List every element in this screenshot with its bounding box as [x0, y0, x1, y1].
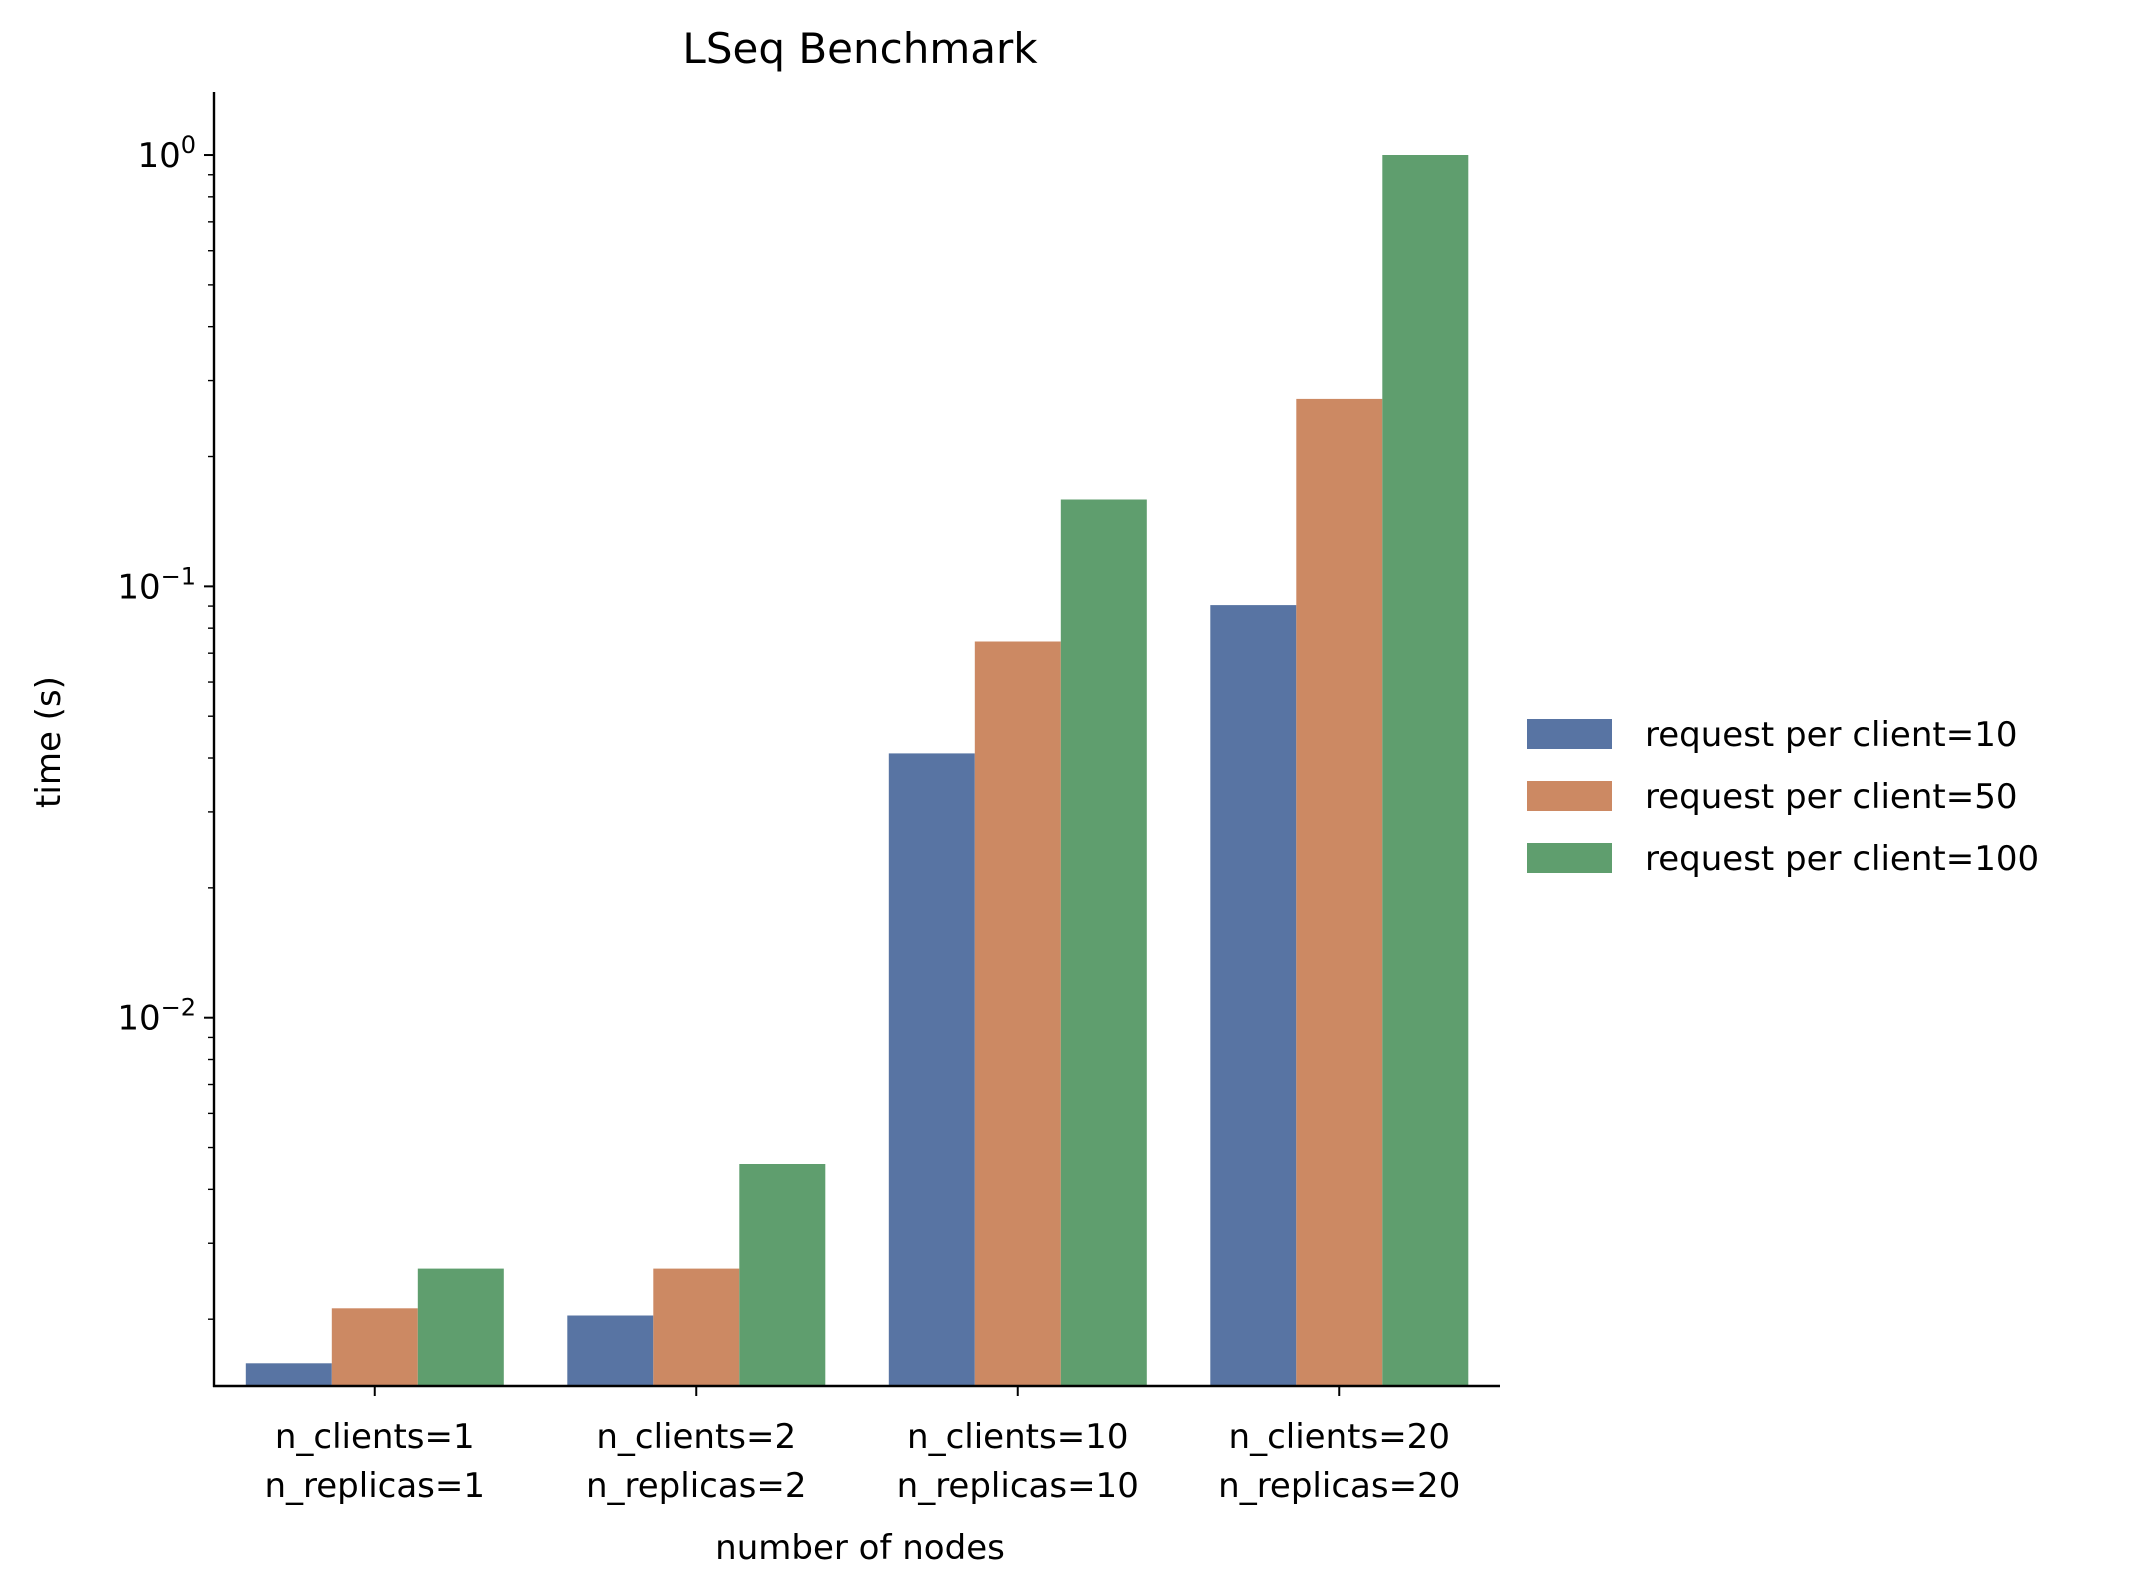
x-tick-label: n_replicas=2: [586, 1466, 807, 1506]
legend-label: request per client=10: [1645, 715, 2017, 755]
x-tick-label: n_clients=1: [275, 1417, 475, 1457]
y-tick-base: 10: [117, 567, 160, 607]
x-tick-label: n_clients=10: [907, 1417, 1128, 1457]
legend-label: request per client=50: [1645, 777, 2017, 817]
x-tick-label: n_clients=2: [596, 1417, 796, 1457]
bar-series-3-cat-2: [739, 1164, 826, 1386]
x-tick-label: n_clients=20: [1229, 1417, 1450, 1457]
y-tick-exponent: −2: [161, 994, 196, 1022]
x-tick-label: n_replicas=20: [1218, 1466, 1460, 1506]
x-axis: n_clients=1 n_replicas=1 n_clients=2 n_repl…: [213, 1384, 1500, 1506]
chart-title: LSeq Benchmark: [682, 24, 1038, 73]
bar-series-1-cat-1: [245, 1363, 332, 1386]
bar-series-2-cat-4: [1296, 398, 1383, 1386]
x-tick-label: n_replicas=1: [264, 1466, 485, 1506]
x-tick-label: n_replicas=10: [897, 1466, 1139, 1506]
bar-series-3-cat-3: [1060, 499, 1147, 1386]
legend-swatch: [1527, 843, 1612, 873]
bar-series-1-cat-4: [1210, 605, 1297, 1386]
y-tick-label: 10−2: [117, 994, 196, 1039]
bar-series-1-cat-3: [888, 753, 975, 1386]
legend: request per client=10 request per client=…: [1527, 715, 2039, 879]
x-axis-label: number of nodes: [715, 1528, 1005, 1568]
bar-series-3-cat-4: [1382, 155, 1469, 1386]
plot-area: [245, 155, 1469, 1386]
y-tick-label: 100: [137, 131, 196, 176]
y-tick-exponent: −1: [161, 562, 196, 590]
bar-series-1-cat-2: [567, 1315, 654, 1386]
y-tick-exponent: 0: [181, 131, 196, 159]
y-tick-base: 10: [117, 999, 160, 1039]
legend-swatch: [1527, 719, 1612, 749]
y-tick-base: 10: [137, 136, 180, 176]
bar-series-2-cat-2: [653, 1268, 740, 1386]
legend-swatch: [1527, 781, 1612, 811]
bar-series-2-cat-3: [974, 641, 1061, 1386]
y-axis-label: time (s): [29, 676, 69, 808]
legend-label: request per client=100: [1645, 839, 2039, 879]
y-tick-label: 10−1: [117, 562, 196, 607]
bar-series-3-cat-1: [417, 1268, 504, 1386]
bar-series-2-cat-1: [331, 1308, 418, 1386]
